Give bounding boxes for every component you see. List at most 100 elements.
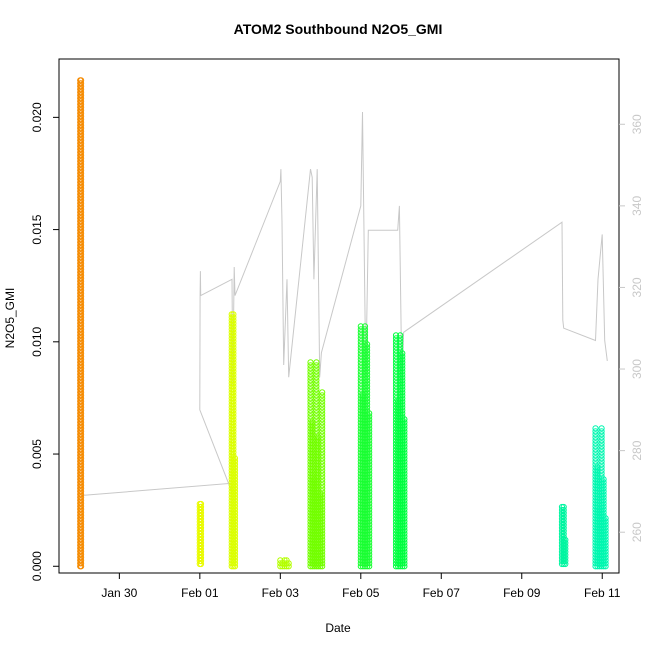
data-point <box>228 362 235 369</box>
data-point <box>230 365 237 372</box>
data-point <box>392 356 400 363</box>
data-point <box>78 218 85 225</box>
data-point <box>78 335 85 342</box>
data-point <box>78 146 85 153</box>
data-point <box>230 329 237 336</box>
data-point <box>315 467 322 474</box>
data-point <box>366 512 373 519</box>
data-point <box>78 380 85 387</box>
data-point <box>78 332 85 339</box>
data-point <box>600 476 607 483</box>
y2-tick-label: 260 <box>630 522 644 542</box>
data-point <box>366 455 373 462</box>
data-point <box>228 404 235 411</box>
data-point <box>562 545 569 553</box>
data-point <box>309 422 316 429</box>
data-point <box>313 410 320 417</box>
data-point <box>366 422 373 429</box>
data-point <box>307 374 314 381</box>
data-point <box>228 410 235 417</box>
data-point <box>78 266 85 273</box>
data-point <box>401 440 408 447</box>
data-point <box>78 524 85 531</box>
data-point <box>319 545 326 552</box>
data-point <box>228 428 235 435</box>
data-point <box>313 380 320 387</box>
data-point <box>399 368 406 375</box>
data-point <box>78 323 85 330</box>
x-tick-label: Feb 03 <box>262 586 300 600</box>
y-tick-label: 0.000 <box>30 551 44 581</box>
data-point <box>78 317 85 324</box>
data-point <box>366 506 373 513</box>
y-tick-label: 0.020 <box>30 102 44 132</box>
data-point <box>228 344 235 351</box>
data-point <box>228 440 235 447</box>
plot-frame <box>58 58 620 574</box>
data-point <box>319 515 326 522</box>
data-point <box>319 401 326 408</box>
data-point <box>392 347 400 354</box>
data-point <box>366 503 373 510</box>
x-tick-label: Feb 05 <box>342 586 380 600</box>
data-point <box>319 431 326 438</box>
data-point <box>558 512 566 520</box>
data-point <box>319 404 326 411</box>
data-point <box>197 530 205 538</box>
data-point <box>364 404 371 411</box>
data-point <box>401 449 408 456</box>
data-point <box>78 476 85 483</box>
data-point <box>562 539 569 547</box>
data-point <box>78 86 85 93</box>
data-point <box>313 377 320 384</box>
data-point <box>78 296 85 303</box>
data-point <box>315 473 322 480</box>
data-point <box>392 335 400 342</box>
data-point <box>231 539 239 546</box>
data-point <box>594 488 601 495</box>
data-point <box>78 176 85 183</box>
data-point <box>78 545 85 552</box>
data-point <box>401 500 408 507</box>
data-point <box>600 485 607 492</box>
data-point <box>364 383 371 390</box>
data-point <box>598 434 605 441</box>
data-point <box>401 554 408 561</box>
data-point <box>319 512 326 519</box>
data-point <box>366 461 373 468</box>
data-point <box>602 536 609 543</box>
y-tick-label: 0.010 <box>30 326 44 356</box>
data-point <box>366 479 373 486</box>
data-point <box>392 341 400 348</box>
data-point <box>558 530 566 538</box>
data-point <box>315 455 322 462</box>
data-point <box>307 380 314 387</box>
data-point <box>313 413 320 420</box>
data-point <box>594 482 601 489</box>
data-point <box>78 110 85 117</box>
data-point <box>313 359 320 366</box>
data-point <box>78 494 85 501</box>
data-point <box>231 524 239 531</box>
data-point <box>562 557 569 565</box>
data-point <box>309 440 316 447</box>
data-point <box>364 365 371 372</box>
data-point <box>592 431 599 438</box>
data-point <box>230 407 237 414</box>
data-point <box>598 437 605 444</box>
data-point <box>319 461 326 468</box>
data-point <box>558 515 566 523</box>
data-point <box>357 353 364 360</box>
data-point <box>562 554 569 562</box>
y-tick-label: 0.015 <box>30 214 44 244</box>
data-point <box>307 359 314 366</box>
data-point <box>78 557 85 564</box>
data-point <box>560 533 567 541</box>
data-point <box>366 521 373 528</box>
data-point <box>401 557 408 564</box>
data-point <box>78 194 85 201</box>
data-point <box>230 386 237 393</box>
data-point <box>231 545 239 552</box>
data-point <box>401 443 408 450</box>
data-point <box>231 536 239 543</box>
